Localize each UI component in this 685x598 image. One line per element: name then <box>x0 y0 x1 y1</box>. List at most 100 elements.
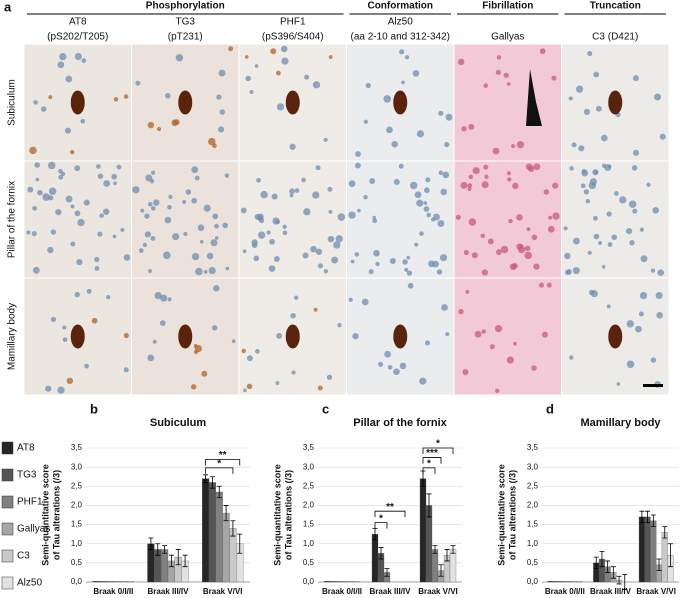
cell-nucleus <box>472 167 480 175</box>
y-axis-label: of Tau alterations (/3) <box>283 470 293 560</box>
bar <box>371 533 379 583</box>
cell-nucleus <box>489 344 495 350</box>
cell-nucleus <box>153 199 160 206</box>
cell-nucleus <box>481 181 489 189</box>
legend-swatch <box>1 549 14 563</box>
column-label: PHF1 <box>280 17 306 28</box>
group-label: Conformation <box>367 1 433 12</box>
cell-nucleus <box>159 320 166 327</box>
cell-nucleus <box>494 325 503 333</box>
cell-nucleus <box>48 187 57 195</box>
cell-nucleus <box>638 311 644 317</box>
cell-nucleus <box>419 377 427 385</box>
group-label: Fibrillation <box>482 1 533 12</box>
bar <box>570 581 577 583</box>
significance-bracket <box>422 467 436 474</box>
cell-nucleus <box>106 295 111 300</box>
chart-title: Pillar of the fornix <box>353 417 447 429</box>
error-bar <box>237 533 243 554</box>
cell-nucleus <box>214 223 219 229</box>
cell-nucleus <box>585 198 591 204</box>
bar <box>120 581 128 583</box>
cell-nucleus <box>160 294 168 302</box>
cell-nucleus <box>58 168 63 174</box>
cell-nucleus <box>225 266 230 271</box>
y-tick-label: 3,0 <box>303 462 315 471</box>
cell-nucleus <box>301 177 306 183</box>
cell-nucleus <box>348 180 356 187</box>
cell-nucleus <box>386 126 393 134</box>
y-tick-label: 0,5 <box>527 558 539 567</box>
cell-nucleus <box>551 75 557 81</box>
cell-nucleus <box>123 254 131 261</box>
cell-nucleus <box>463 250 469 256</box>
cell-nucleus <box>216 94 222 100</box>
cell-nucleus <box>500 245 509 254</box>
cell-nucleus <box>315 165 321 171</box>
cell-nucleus <box>487 238 494 245</box>
cell-nucleus <box>632 208 638 214</box>
cell-nucleus <box>171 119 178 127</box>
cell-nucleus <box>144 231 152 238</box>
significance-label: * <box>436 439 440 450</box>
cell-nucleus <box>569 355 574 360</box>
cell-nucleus <box>598 241 603 245</box>
cell-nucleus <box>481 329 486 334</box>
cell-nucleus <box>569 166 574 171</box>
cell-nucleus <box>568 96 573 101</box>
stained-neuron <box>393 90 408 115</box>
error-bar <box>230 520 236 537</box>
x-tick-label: Braak V/VI <box>636 587 676 596</box>
cell-nucleus <box>626 360 635 369</box>
cell-nucleus <box>135 80 141 86</box>
cell-nucleus <box>457 58 465 66</box>
error-bar <box>168 554 174 568</box>
cell-nucleus <box>659 133 666 140</box>
legend-label: Gallyas <box>17 524 50 535</box>
bar <box>553 581 560 583</box>
cell-nucleus <box>511 144 516 149</box>
cell-nucleus <box>639 291 648 300</box>
cell-nucleus <box>303 208 311 216</box>
cell-nucleus <box>423 206 430 212</box>
cell-nucleus <box>363 119 368 124</box>
cell-nucleus <box>524 245 531 252</box>
significance-label: * <box>379 513 383 524</box>
cell-nucleus <box>327 235 335 243</box>
cell-nucleus <box>357 208 361 213</box>
cell-nucleus <box>32 205 38 211</box>
cell-nucleus <box>361 298 369 306</box>
cell-nucleus <box>404 267 409 272</box>
panel-label: b <box>90 401 98 416</box>
cell-nucleus <box>512 182 519 190</box>
cell-nucleus <box>65 75 73 83</box>
cell-nucleus <box>436 269 443 275</box>
cell-nucleus <box>333 241 341 249</box>
bar <box>638 516 645 583</box>
cell-nucleus <box>445 113 453 121</box>
cell-nucleus <box>150 236 156 241</box>
cell-nucleus <box>103 208 110 215</box>
cell-nucleus <box>120 227 125 233</box>
cell-nucleus <box>123 332 129 339</box>
error-bar <box>155 543 161 556</box>
cell-nucleus <box>552 212 560 220</box>
cell-nucleus <box>368 269 374 275</box>
cell-nucleus <box>480 233 486 239</box>
cell-nucleus <box>506 356 514 364</box>
y-tick-label: 1,5 <box>71 520 83 529</box>
cell-nucleus <box>601 163 607 168</box>
cell-nucleus <box>165 92 171 99</box>
legend-swatch <box>1 522 14 536</box>
y-tick-label: 3,0 <box>527 462 539 471</box>
bar <box>341 581 349 583</box>
significance-label: ** <box>386 502 394 513</box>
significance-bracket <box>422 457 442 464</box>
cell-nucleus <box>409 181 418 190</box>
cell-nucleus <box>123 367 129 373</box>
cell-nucleus <box>58 174 64 180</box>
cell-nucleus <box>468 218 477 226</box>
column-label: TG3 <box>176 17 196 28</box>
cell-nucleus <box>653 93 662 101</box>
cell-nucleus <box>147 354 155 362</box>
